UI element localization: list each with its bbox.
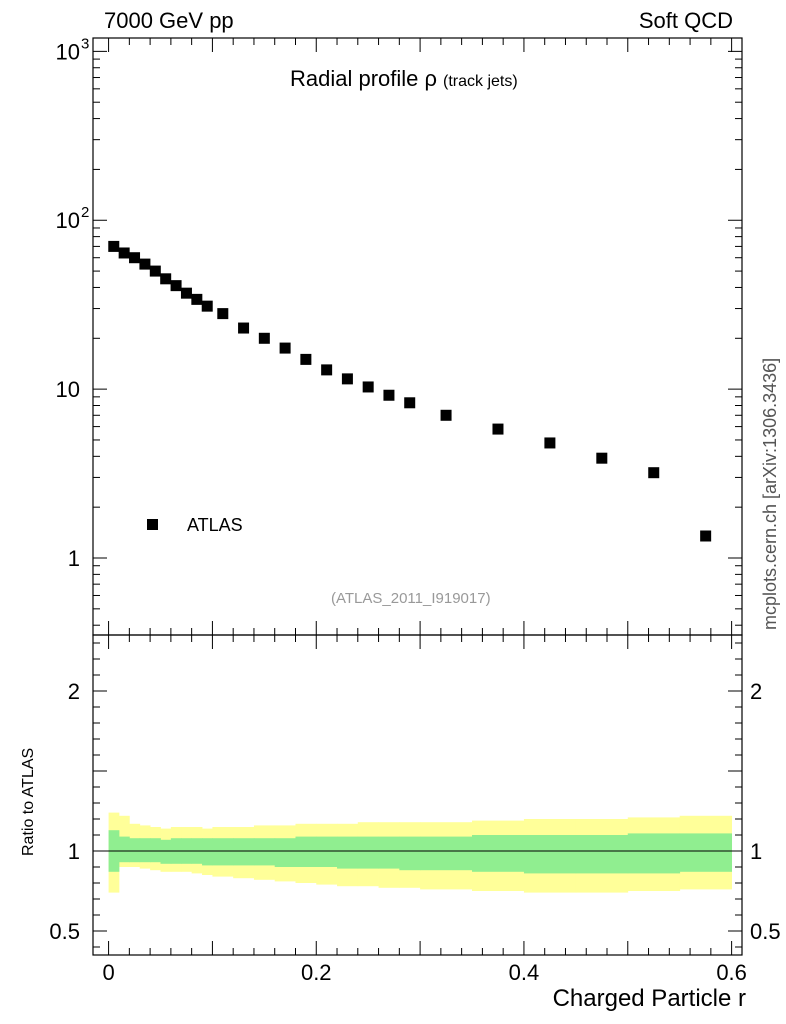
- x-tick-label: 0.4: [509, 960, 540, 985]
- ratio-y-tick-label-left: 1: [68, 839, 80, 864]
- stat-band-segment: [472, 835, 525, 872]
- data-point: [492, 423, 504, 435]
- stat-band-segment: [118, 836, 130, 863]
- stat-band-segment: [399, 836, 421, 871]
- stat-band-segment: [253, 838, 276, 866]
- data-point: [191, 293, 203, 305]
- x-axis-title: Charged Particle r: [552, 985, 746, 1012]
- header-process-label: 7000 GeV pp: [104, 8, 234, 33]
- stat-band-segment: [295, 836, 317, 867]
- header-category-label: Soft QCD: [638, 8, 733, 33]
- data-point: [383, 389, 395, 401]
- stat-band-segment: [575, 835, 629, 874]
- stat-band-segment: [337, 836, 359, 869]
- main-data-points: [108, 240, 712, 542]
- main-axes-box: [92, 37, 743, 636]
- ratio-y-tick-label-left: 0.5: [49, 919, 80, 944]
- legend-marker: [147, 519, 158, 530]
- data-point: [700, 530, 712, 542]
- data-point: [258, 332, 270, 344]
- plot-title-subtitle: (track jets): [443, 73, 518, 90]
- data-point: [596, 452, 608, 464]
- data-point: [321, 364, 333, 376]
- x-tick-label: 0: [102, 960, 114, 985]
- stat-band-segment: [420, 836, 473, 871]
- data-point: [341, 373, 353, 385]
- ratio-bands: [93, 812, 742, 893]
- data-point: [217, 308, 229, 320]
- y-tick-label-exponent: 3: [81, 35, 89, 52]
- ratio-y-tick-label-left: 2: [68, 679, 80, 704]
- stat-band-segment: [129, 838, 141, 863]
- y-tick-label: 10: [56, 208, 80, 233]
- stat-band-segment: [202, 838, 213, 866]
- data-point: [279, 342, 291, 354]
- data-point: [160, 273, 172, 285]
- analysis-reference: (ATLAS_2011_I919017): [331, 590, 491, 607]
- stat-band-segment: [212, 838, 234, 866]
- stat-band-segment: [139, 838, 151, 863]
- plot-title-main: Radial profile ρ: [290, 66, 438, 91]
- stat-band-segment: [316, 836, 338, 867]
- ratio-axes-box: [92, 634, 743, 956]
- data-point: [404, 397, 416, 409]
- stat-band-segment: [233, 838, 255, 866]
- stat-band-segment: [274, 838, 296, 867]
- data-point: [300, 353, 312, 365]
- ratio-plot-frame: 0 0.2 0.4 0.60.5 0.51 12 2: [49, 38, 781, 985]
- data-point: [201, 300, 213, 312]
- x-tick-label: 0.2: [301, 960, 332, 985]
- stat-band-segment: [378, 836, 400, 869]
- data-point: [139, 258, 151, 270]
- y-tick-label: 10: [56, 39, 80, 64]
- data-point: [238, 322, 250, 334]
- data-point: [544, 437, 556, 449]
- x-tick-label: 0.6: [716, 960, 747, 985]
- data-point: [129, 252, 141, 264]
- ratio-y-tick-label-right: 1: [750, 839, 762, 864]
- stat-band-segment: [150, 838, 161, 863]
- data-point: [108, 240, 120, 252]
- y-tick-label: 1: [68, 546, 80, 571]
- data-point: [180, 287, 192, 299]
- ratio-y-axis-title: Ratio to ATLAS: [20, 747, 37, 856]
- data-point: [118, 247, 130, 259]
- plot-title: Radial profile ρ (track jets): [290, 66, 518, 92]
- stat-band-segment: [160, 839, 172, 864]
- y-tick-label: 10: [56, 377, 80, 402]
- y-tick-label-exponent: 2: [81, 204, 89, 221]
- data-point: [170, 280, 182, 292]
- data-point: [362, 381, 374, 393]
- data-point: [440, 409, 452, 421]
- stat-band-segment: [627, 833, 681, 874]
- stat-band-segment: [357, 836, 379, 869]
- data-point: [149, 265, 161, 277]
- stat-band-segment: [679, 833, 733, 872]
- stat-band-segment: [523, 835, 577, 874]
- legend-label: ATLAS: [187, 515, 243, 535]
- data-point: [648, 467, 660, 479]
- ratio-y-tick-label-right: 2: [750, 679, 762, 704]
- ratio-y-tick-label-right: 0.5: [750, 919, 781, 944]
